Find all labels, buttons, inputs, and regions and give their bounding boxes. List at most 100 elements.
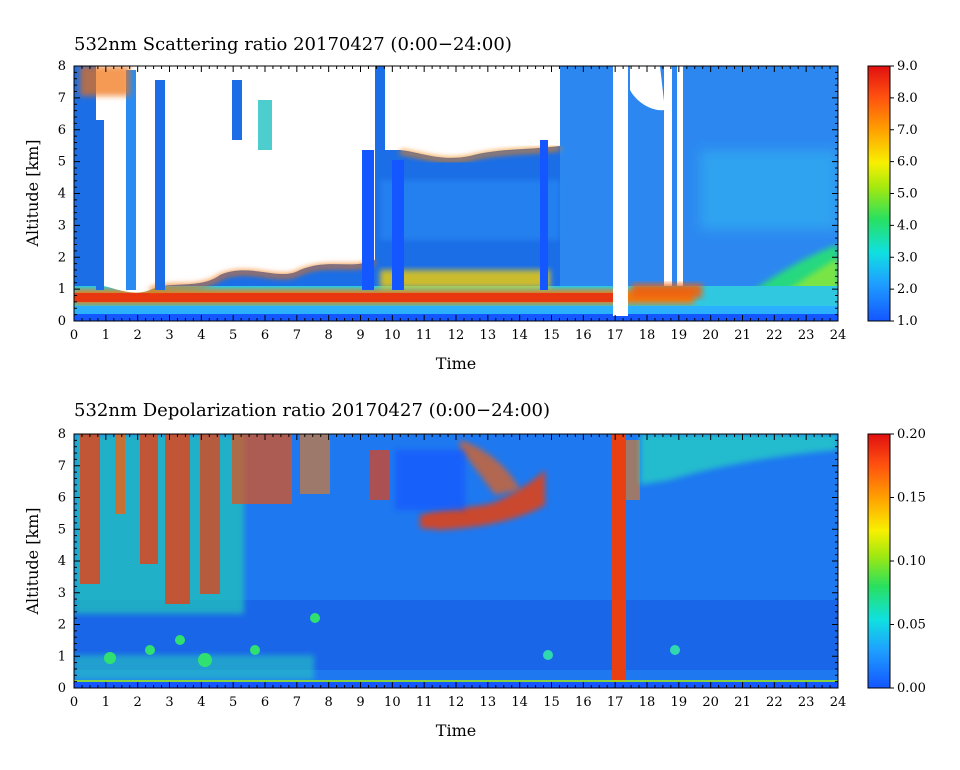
x-tick-label: 0 xyxy=(70,695,78,710)
dr-blob-7 xyxy=(543,650,553,660)
sr-surface-blue xyxy=(74,306,838,314)
x-tick-label: 5 xyxy=(229,328,237,343)
x-tick-label: 18 xyxy=(639,328,656,343)
dr-streak-5 xyxy=(200,434,220,594)
x-tick-label: 14 xyxy=(511,328,528,343)
dr-streak-3 xyxy=(140,434,158,564)
colorbar-tick-label: 0.05 xyxy=(897,618,926,633)
dr-blob-5 xyxy=(250,645,260,655)
sr-ticks xyxy=(73,65,839,322)
colorbar-tick-label: 8.0 xyxy=(897,91,918,106)
y-tick-label: 8 xyxy=(58,59,66,74)
dr-x-axis-label: Time xyxy=(436,721,476,740)
heatmap-scattering-ratio xyxy=(74,66,838,321)
y-tick-label: 4 xyxy=(58,187,66,202)
y-tick-label: 6 xyxy=(58,123,66,138)
x-tick-label: 6 xyxy=(261,695,269,710)
sr-col-1 xyxy=(155,80,165,290)
x-tick-label: 19 xyxy=(671,328,688,343)
y-tick-label: 3 xyxy=(58,586,66,601)
dr-streak-1 xyxy=(80,434,100,584)
sr-blob-18h xyxy=(632,284,702,298)
dr-column-17h-right xyxy=(626,440,640,500)
sr-col-3 xyxy=(96,120,104,290)
sr-y-tick-labels: 0 1 2 3 4 5 6 7 8 xyxy=(58,59,66,329)
x-tick-label: 18 xyxy=(639,695,656,710)
sr-col-8 xyxy=(540,140,548,290)
colorbar-tick-label: 4.0 xyxy=(897,218,918,233)
y-tick-label: 5 xyxy=(58,155,66,170)
sr-clear-col-19h xyxy=(677,66,683,286)
x-tick-label: 3 xyxy=(165,695,173,710)
colorbar-tick-label: 5.0 xyxy=(897,187,918,202)
x-tick-label: 1 xyxy=(102,328,110,343)
sr-colorbar-labels: 1.0 2.0 3.0 4.0 5.0 6.0 7.0 8.0 9.0 xyxy=(890,59,918,329)
x-tick-label: 22 xyxy=(766,695,783,710)
y-tick-label: 7 xyxy=(58,91,66,106)
x-tick-label: 7 xyxy=(293,328,301,343)
colorbar-tick-label: 1.0 xyxy=(897,314,918,329)
chart-title-scattering: 532nm Scattering ratio 20170427 (0:00−24… xyxy=(74,34,512,55)
x-tick-label: 15 xyxy=(543,695,560,710)
sr-y-axis-label: Altitude [km] xyxy=(23,139,42,247)
x-tick-label: 2 xyxy=(134,328,142,343)
x-tick-label: 1 xyxy=(102,695,110,710)
sr-x-axis-label: Time xyxy=(436,354,476,373)
x-tick-label: 23 xyxy=(798,328,815,343)
x-tick-label: 16 xyxy=(575,328,592,343)
sr-right-haze xyxy=(700,150,838,230)
x-tick-label: 22 xyxy=(766,328,783,343)
colorbar-tick-label: 0.10 xyxy=(897,554,926,569)
dr-y-axis-label: Altitude [km] xyxy=(23,507,42,615)
sr-surface-layer-peak xyxy=(74,293,614,302)
dr-blob-2 xyxy=(145,645,155,655)
dr-blob-4 xyxy=(198,653,212,667)
x-tick-label: 15 xyxy=(543,328,560,343)
sr-col-5 xyxy=(258,100,272,150)
colorbar-tick-label: 0.00 xyxy=(897,681,926,696)
y-tick-label: 1 xyxy=(58,649,66,664)
y-tick-label: 5 xyxy=(58,522,66,537)
x-tick-label: 8 xyxy=(325,328,333,343)
y-tick-label: 3 xyxy=(58,218,66,233)
x-tick-label: 20 xyxy=(702,695,719,710)
sr-top-left xyxy=(80,66,130,96)
dr-streak-4 xyxy=(165,434,190,604)
y-tick-label: 4 xyxy=(58,554,66,569)
x-tick-label: 9 xyxy=(356,695,364,710)
y-tick-label: 0 xyxy=(58,314,66,329)
x-tick-label: 24 xyxy=(830,695,847,710)
x-tick-label: 17 xyxy=(607,328,624,343)
sr-x-tick-labels: 0 1 2 3 4 5 6 7 8 9 10 11 12 13 14 15 16 17 18 19 20 21 22 23 24 xyxy=(70,328,846,343)
x-tick-label: 13 xyxy=(480,695,497,710)
dr-blob-6 xyxy=(310,613,320,623)
sr-col-4 xyxy=(232,80,242,140)
sr-clear-col-17h xyxy=(613,66,628,316)
x-tick-label: 6 xyxy=(261,328,269,343)
sr-cloud-top-18h xyxy=(630,66,665,111)
x-tick-label: 3 xyxy=(165,328,173,343)
x-tick-label: 0 xyxy=(70,328,78,343)
x-tick-label: 10 xyxy=(384,695,401,710)
x-tick-label: 11 xyxy=(416,328,433,343)
colorbar-tick-label: 6.0 xyxy=(897,155,918,170)
dr-blob-3 xyxy=(175,635,185,645)
dr-ticks xyxy=(73,433,839,689)
dr-colorbar xyxy=(867,433,891,689)
sr-clear-col-18h xyxy=(664,66,672,286)
x-tick-label: 14 xyxy=(511,695,528,710)
x-tick-label: 8 xyxy=(325,695,333,710)
sr-col-7 xyxy=(392,160,404,290)
y-tick-label: 6 xyxy=(58,491,66,506)
chart-title-depolarization: 532nm Depolarization ratio 20170427 (0:0… xyxy=(74,400,550,421)
sr-layer-1km xyxy=(380,270,550,288)
x-tick-label: 13 xyxy=(480,328,497,343)
x-tick-label: 12 xyxy=(448,695,465,710)
dr-surface-line xyxy=(74,680,838,682)
sr-cloud-mid-edge xyxy=(399,146,561,162)
x-tick-label: 12 xyxy=(448,328,465,343)
x-tick-label: 2 xyxy=(134,695,142,710)
sr-col-6 xyxy=(362,150,374,290)
y-tick-label: 2 xyxy=(58,618,66,633)
